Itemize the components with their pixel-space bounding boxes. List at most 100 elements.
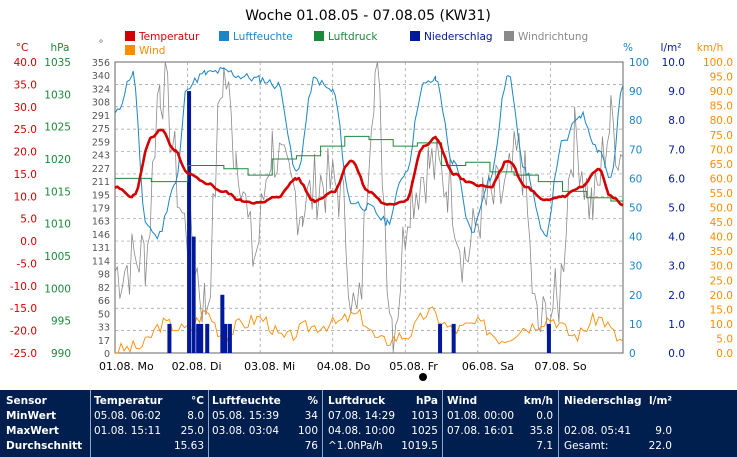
wind-min-value: 0.0	[536, 410, 553, 422]
press-min-value: 1013	[411, 410, 438, 422]
stats-unit-pressure: hPa	[416, 395, 438, 407]
temperature-tick-label: 15.0	[14, 169, 37, 181]
wind-tick-label: 40.0	[710, 232, 733, 244]
wind-min-time: 01.08. 00:00	[447, 410, 514, 422]
pressure-tick-label: 1025	[44, 122, 71, 134]
winddir-tick-label: 275	[92, 124, 110, 135]
stats-header-temperature: Temperatur	[94, 395, 163, 407]
precipitation-tick-label: 6.0	[668, 173, 685, 185]
precipitation-bar	[220, 294, 225, 353]
x-axis-label: 03.08. Mi	[244, 360, 295, 373]
temperature-tick-label: 20.0	[14, 147, 37, 159]
x-axis-label: 06.08. Sa	[462, 360, 514, 373]
legend-swatch-precipitation	[410, 31, 420, 41]
wind-tick-label: 80.0	[710, 115, 733, 127]
unit-humidity: %	[623, 42, 633, 54]
precipitation-tick-label: 3.0	[668, 261, 685, 273]
x-axis-label: 05.08. Fr	[389, 360, 438, 373]
precipitation-tick-label: 4.0	[668, 232, 685, 244]
humidity-tick-label: 60	[629, 173, 642, 185]
temperature-tick-label: -25.0	[10, 348, 37, 360]
humidity-tick-label: 20	[629, 290, 642, 302]
winddir-tick-label: 163	[92, 217, 110, 228]
humidity-tick-label: 40	[629, 232, 642, 244]
stats-header-wind: Wind	[447, 395, 478, 407]
unit-wind: km/h	[697, 42, 724, 54]
stats-col-sensor: Sensor MinWert MaxWert Durchschnitt	[6, 390, 86, 457]
legend-item-humidity: Luftfeuchte	[219, 31, 293, 43]
precipitation-bar	[451, 323, 456, 353]
hum-min-time: 05.08. 15:39	[212, 410, 279, 422]
legend-item-temperature: Temperatur	[125, 31, 200, 43]
stats-divider	[208, 390, 209, 457]
temperature-tick-label: -15.0	[10, 303, 37, 315]
humidity-tick-label: 10	[629, 319, 642, 331]
wind-line	[114, 306, 624, 354]
winddir-tick-label: 308	[92, 98, 110, 109]
precipitation-bar	[167, 323, 172, 353]
wind-tick-label: 85.0	[710, 101, 733, 113]
precipitation-tick-label: 5.0	[668, 203, 685, 215]
stats-divider	[558, 390, 559, 457]
pressure-tick-label: 1020	[44, 154, 71, 166]
winddir-tick-label: 0	[104, 349, 110, 360]
humidity-tick-label: 0	[629, 348, 636, 360]
hum-max-value: 100	[297, 425, 318, 437]
precipitation-tick-label: 10.0	[662, 57, 685, 69]
wind-max-time: 07.08. 16:01	[447, 425, 514, 437]
stats-header-sensor: Sensor	[6, 395, 47, 407]
wind-tick-label: 15.0	[710, 304, 733, 316]
winddir-tick-label: 50	[98, 309, 110, 320]
x-axis-label: 07.08. So	[534, 360, 586, 373]
legend-label-wind: Wind	[139, 45, 165, 57]
pressure-line	[115, 135, 624, 202]
temperature-tick-label: 40.0	[14, 57, 37, 69]
wind-max-value: 35.8	[529, 425, 553, 437]
legend-item-wind: Wind	[125, 45, 165, 57]
weather-chart: Woche 01.08.05 - 07.08.05 (KW31) Tempera…	[10, 8, 733, 381]
winddir-tick-label: 227	[92, 164, 110, 175]
legend-label-precipitation: Niederschlag	[424, 31, 493, 43]
wind-tick-label: 45.0	[710, 217, 733, 229]
temp-min-time: 05.08. 06:02	[94, 410, 161, 422]
stats-unit-humidity: %	[307, 395, 318, 407]
legend-label-temperature: Temperatur	[138, 31, 200, 43]
legend-label-pressure: Luftdruck	[328, 31, 378, 43]
winddir-tick-label: 98	[98, 270, 110, 281]
legend-swatch-wind	[125, 45, 135, 55]
unit-precipitation: l/m²	[661, 42, 682, 54]
precipitation-bar	[227, 323, 232, 353]
winddir-tick-label: 114	[92, 256, 110, 267]
wind-tick-label: 65.0	[710, 159, 733, 171]
wind-tick-label: 90.0	[710, 86, 733, 98]
stats-row-max-label: MaxWert	[6, 425, 59, 437]
winddir-tick-label: 179	[92, 204, 110, 215]
precipitation-bar	[223, 323, 228, 353]
stats-col-precipitation: Niederschlag l/m² 02.08. 05:41 9.0 Gesamt:…	[564, 390, 672, 457]
wind-tick-label: 60.0	[710, 173, 733, 185]
winddir-tick-label: 131	[92, 243, 110, 254]
wind-tick-label: 100.0	[703, 57, 733, 69]
temperature-tick-label: 30.0	[14, 102, 37, 114]
stats-col-temperature: Temperatur °C 05.08. 06:02 8.0 01.08. 15:1…	[94, 390, 204, 457]
press-avg-value: 1019.5	[401, 440, 438, 452]
temp-max-time: 01.08. 15:11	[94, 425, 161, 437]
temperature-tick-label: -10.0	[10, 281, 37, 293]
winddir-tick-label: 356	[92, 58, 110, 69]
temp-avg-value: 15.63	[173, 440, 204, 452]
stats-divider	[442, 390, 443, 457]
winddir-tick-label: 243	[92, 151, 110, 162]
wind-tick-label: 75.0	[710, 130, 733, 142]
winddir-tick-label: 82	[98, 283, 110, 294]
humidity-tick-label: 30	[629, 261, 642, 273]
precipitation-bar	[546, 323, 551, 353]
stats-row-avg-label: Durchschnitt	[6, 440, 83, 452]
wind-tick-label: 30.0	[710, 261, 733, 273]
humidity-series	[114, 67, 624, 240]
precipitation-tick-label: 1.0	[668, 319, 685, 331]
winddir-tick-label: 17	[98, 336, 110, 347]
rain-max-time: 02.08. 05:41	[564, 425, 631, 437]
wind-tick-label: 20.0	[710, 290, 733, 302]
wind-tick-label: 5.0	[716, 333, 733, 345]
winddir-tick-label: 340	[92, 71, 110, 82]
